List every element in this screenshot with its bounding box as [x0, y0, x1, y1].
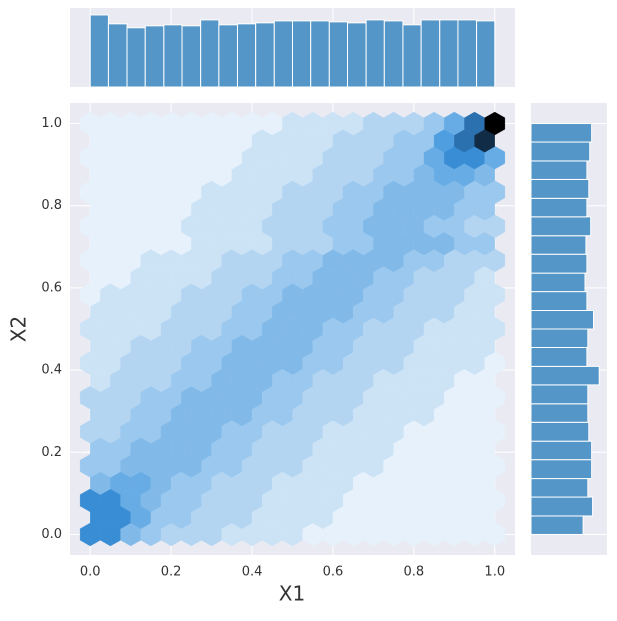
- hist-bar: [530, 310, 595, 330]
- hist-bar: [530, 328, 589, 348]
- hist-bar: [530, 346, 588, 367]
- hist-bar: [365, 19, 385, 88]
- x-tick-label: 0.8: [404, 565, 425, 580]
- hist-bar: [107, 23, 128, 88]
- hist-bar: [530, 496, 594, 517]
- hist-bar: [530, 197, 588, 218]
- x-tick-label: 1.0: [484, 565, 505, 580]
- hist-bar: [530, 421, 590, 442]
- hist-bar: [402, 24, 422, 88]
- hist-bar: [530, 459, 593, 480]
- y-tick-label: 0.4: [41, 363, 62, 378]
- hist-bar: [530, 365, 600, 386]
- hist-bar: [530, 141, 591, 162]
- y-tick-label: 0.8: [41, 198, 62, 213]
- y-tick-label: 0.0: [41, 527, 62, 542]
- y-axis-label: X2: [7, 316, 31, 342]
- hist-bar: [383, 20, 404, 88]
- hist-bar: [163, 24, 183, 88]
- hist-bar: [255, 22, 275, 88]
- hist-bar: [530, 291, 588, 312]
- y-tick-label: 1.0: [41, 116, 62, 131]
- x-axis-label: X1: [279, 582, 305, 606]
- hist-bar: [126, 27, 146, 88]
- hex-cell: [484, 111, 506, 136]
- hist-bar: [439, 19, 459, 88]
- hist-bar: [200, 19, 220, 88]
- hist-bar: [530, 272, 586, 293]
- hist-bar: [530, 478, 589, 498]
- marks: [79, 14, 600, 547]
- hist-bar: [181, 25, 202, 88]
- hist-bar: [310, 20, 330, 88]
- hist-bar: [236, 23, 257, 88]
- hist-bar: [530, 515, 584, 535]
- hist-bar: [530, 403, 589, 423]
- hist-bar: [218, 24, 238, 88]
- hist-bar: [476, 20, 496, 88]
- hist-bar: [347, 22, 367, 88]
- hist-bar: [530, 384, 589, 405]
- hist-bar: [530, 160, 588, 180]
- hist-bar: [530, 253, 588, 274]
- hist-bar: [144, 25, 165, 88]
- hist-bar: [420, 19, 441, 88]
- hist-bar: [530, 216, 592, 237]
- hist-bar: [457, 19, 478, 88]
- hist-bar: [89, 14, 109, 88]
- hist-bar: [292, 20, 312, 88]
- hist-bar: [530, 440, 593, 461]
- x-tick-label: 0.0: [80, 565, 101, 580]
- hist-bar: [530, 123, 593, 143]
- hist-bar: [530, 178, 590, 199]
- x-tick-label: 0.4: [242, 565, 263, 580]
- y-tick-label: 0.2: [41, 445, 62, 460]
- hist-bar: [328, 21, 349, 88]
- x-tick-label: 0.2: [161, 565, 182, 580]
- y-tick-label: 0.6: [41, 280, 62, 295]
- hist-bar: [530, 235, 587, 255]
- hist-bar: [273, 20, 293, 88]
- x-tick-label: 0.6: [323, 565, 344, 580]
